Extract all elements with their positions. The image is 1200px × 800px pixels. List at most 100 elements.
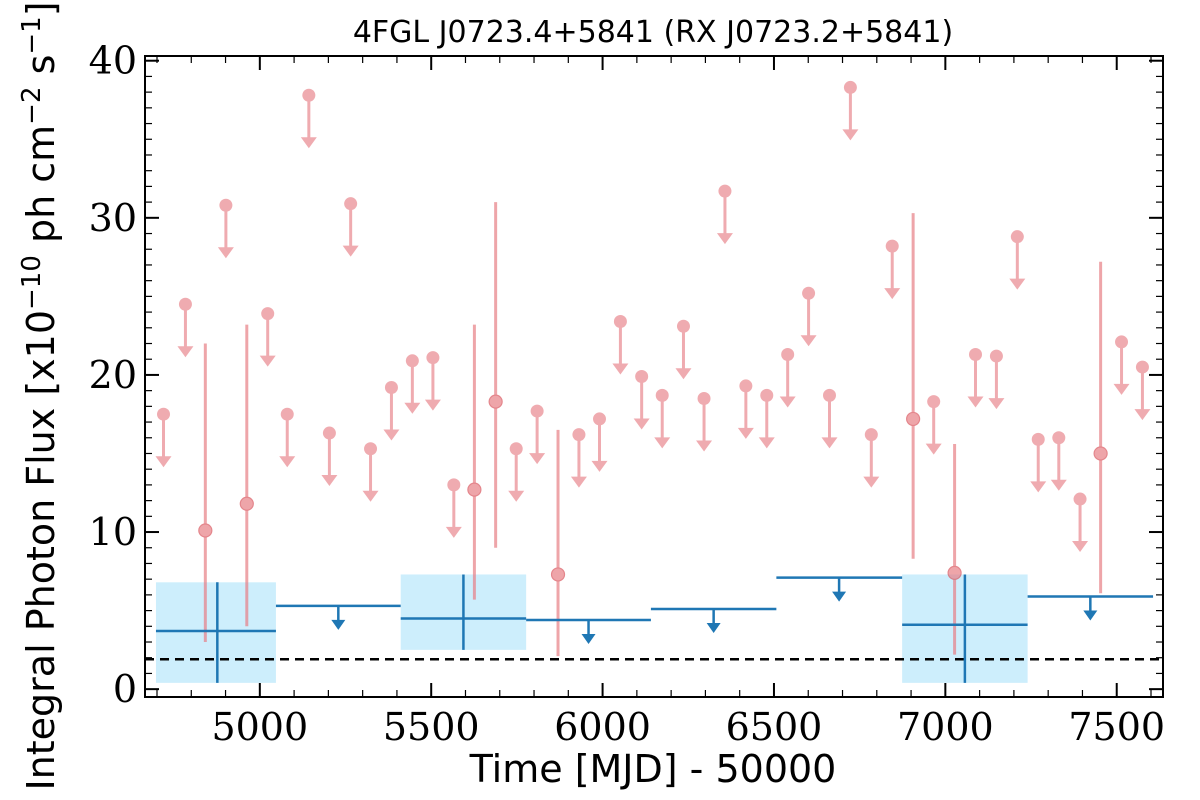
upper-limit-marker <box>739 379 753 393</box>
short-bin-upper-limit <box>383 380 400 441</box>
short-bin-upper-limit <box>988 349 1005 410</box>
short-bin-upper-limit <box>1072 492 1089 553</box>
upper-limit-arrowhead <box>1030 481 1047 493</box>
upper-limit-arrowhead <box>696 440 713 452</box>
upper-limit-marker <box>1052 431 1066 445</box>
detection-marker <box>198 523 213 538</box>
upper-limit-marker <box>1115 335 1129 349</box>
upper-limit-marker <box>885 239 899 253</box>
short-bin-upper-limit <box>177 297 194 358</box>
upper-limit-arrowhead <box>737 427 754 439</box>
short-bin-upper-limit <box>1009 230 1026 290</box>
y-tick-label: 20 <box>89 353 137 397</box>
upper-limit-arrowhead <box>758 437 775 449</box>
short-bin-upper-limit <box>342 197 359 257</box>
chart-title: 4FGL J0723.4+5841 (RX J0723.2+5841) <box>353 15 953 50</box>
short-bin-upper-limit <box>758 388 775 449</box>
upper-limit-marker <box>676 319 690 333</box>
upper-limit-marker <box>157 407 171 421</box>
upper-limit-marker <box>261 307 275 321</box>
y-axis-title-close: ] <box>19 1 63 16</box>
upper-limit-marker <box>219 198 233 212</box>
detection-marker <box>906 411 921 427</box>
upper-limit-marker <box>655 388 669 402</box>
upper-limit-marker <box>989 349 1003 363</box>
upper-limit-arrowhead <box>716 233 733 245</box>
short-bin-upper-limit <box>654 388 671 449</box>
upper-limit-arrowhead <box>445 526 462 538</box>
upper-limit-arrowhead <box>675 368 692 380</box>
upper-limit-marker <box>1073 492 1087 506</box>
upper-limit-arrowhead <box>1050 479 1067 491</box>
short-bin-upper-limit <box>445 478 462 538</box>
upper-limit-marker <box>447 478 461 492</box>
x-tick-label: 7000 <box>897 705 994 749</box>
short-bin-upper-limit <box>696 391 713 452</box>
upper-limit-marker <box>364 442 378 456</box>
short-bin-upper-limit <box>508 442 525 502</box>
short-bin-upper-limit <box>424 351 441 411</box>
x-tick-label: 6500 <box>726 705 823 749</box>
short-bin-detection <box>488 202 503 548</box>
short-bin-upper-limit <box>570 428 587 488</box>
upper-limit-arrowhead <box>1134 409 1151 421</box>
upper-limit-marker <box>822 388 836 402</box>
upper-limit-arrowhead <box>1009 278 1026 290</box>
detection-marker <box>550 567 566 582</box>
short-bin-upper-limit <box>1030 432 1047 493</box>
upper-limit-marker <box>344 197 358 211</box>
upper-limit-arrowhead <box>925 443 942 455</box>
short-bin-upper-limit <box>675 319 692 380</box>
y-axis-title-exp2: −2 <box>17 87 47 125</box>
long-bin-upper-limit-arrowhead <box>832 591 847 602</box>
y-tick-label: 0 <box>113 667 137 711</box>
upper-limit-marker <box>635 370 649 383</box>
upper-limit-arrowhead <box>967 396 984 408</box>
plot-frame <box>144 55 1164 698</box>
short-bin-detection <box>947 444 962 655</box>
y-axis-title-exp1: −10 <box>17 255 47 310</box>
upper-limit-arrowhead <box>654 437 671 449</box>
upper-limit-marker <box>426 351 440 365</box>
upper-limit-arrowhead <box>570 476 587 488</box>
x-tick-label: 5000 <box>211 705 308 749</box>
detection-marker <box>467 482 482 497</box>
long-bin-upper-limit-arrowhead <box>331 619 346 630</box>
upper-limit-arrowhead <box>988 398 1005 410</box>
x-tick-label: 6000 <box>554 705 651 749</box>
upper-limit-arrowhead <box>821 437 838 449</box>
upper-limit-arrowhead <box>508 490 525 502</box>
upper-limit-marker <box>302 88 316 102</box>
upper-limit-arrowhead <box>362 490 379 502</box>
upper-limit-marker <box>593 412 607 426</box>
upper-limit-arrowhead <box>383 429 400 441</box>
detection-marker <box>239 496 254 511</box>
detection-marker <box>1093 446 1108 461</box>
short-bin-upper-limit <box>842 80 859 141</box>
short-bin-upper-limit <box>633 370 650 430</box>
upper-limit-marker <box>697 391 711 405</box>
detection-marker <box>488 394 503 409</box>
upper-limit-arrowhead <box>1113 383 1130 395</box>
upper-limit-arrowhead <box>529 453 546 465</box>
short-bin-detection <box>467 324 482 600</box>
y-axis-title-part3: s <box>19 55 63 87</box>
x-tick-label: 5500 <box>383 705 480 749</box>
upper-limit-arrowhead <box>1072 541 1089 553</box>
upper-limit-arrowhead <box>300 137 317 149</box>
upper-limit-arrowhead <box>217 247 234 259</box>
y-axis-title: Integral Photon Flux [x10−10 ph cm−2 s−1… <box>17 1 63 790</box>
upper-limit-marker <box>760 388 774 402</box>
upper-limit-arrowhead <box>279 456 296 468</box>
short-bin-upper-limit <box>884 239 901 300</box>
short-bin-upper-limit <box>217 198 234 259</box>
upper-limit-arrowhead <box>800 335 817 347</box>
upper-limit-arrowhead <box>884 288 901 300</box>
upper-limit-marker <box>1031 432 1045 446</box>
upper-limit-marker <box>718 184 732 198</box>
upper-limit-marker <box>405 354 419 368</box>
upper-limit-marker <box>509 442 523 456</box>
short-bin-upper-limit <box>404 354 421 414</box>
short-bin-upper-limit <box>863 428 880 488</box>
upper-limit-arrowhead <box>779 396 796 408</box>
